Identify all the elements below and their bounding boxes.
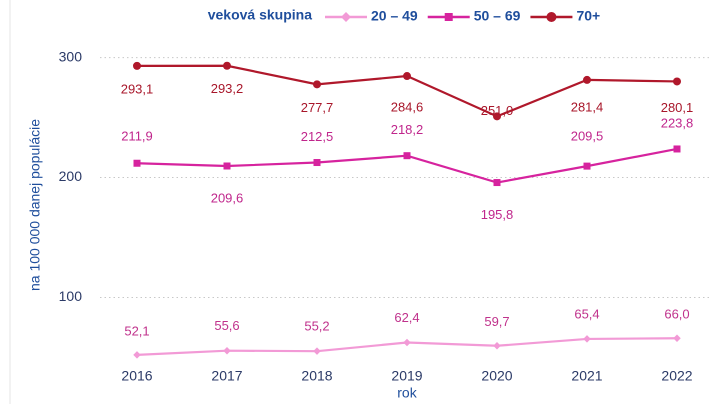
- x-tick-label: 2021: [571, 368, 602, 384]
- x-tick-label: 2020: [481, 368, 512, 384]
- y-axis-label: na 100 000 danej populácie: [27, 119, 43, 291]
- data-point: [493, 179, 501, 187]
- data-point: [673, 334, 681, 342]
- x-tick-label: 2019: [391, 368, 422, 384]
- data-label: 293,2: [211, 81, 244, 96]
- x-tick-label: 2018: [301, 368, 332, 384]
- data-label: 284,6: [391, 99, 424, 114]
- x-tick-label: 2016: [121, 368, 152, 384]
- data-point: [493, 342, 501, 350]
- y-tick-label: 100: [59, 288, 83, 304]
- legend-label: 70+: [576, 8, 600, 24]
- data-label: 52,1: [124, 323, 149, 338]
- y-tick-label: 300: [59, 48, 83, 64]
- legend-marker: [546, 12, 557, 22]
- data-point: [583, 335, 591, 343]
- data-point: [403, 338, 411, 347]
- legend-label: 20 – 49: [371, 8, 418, 24]
- data-label: 209,5: [571, 129, 604, 144]
- data-label: 293,1: [121, 81, 154, 96]
- data-point: [133, 351, 141, 359]
- legend-marker: [444, 13, 453, 21]
- data-label: 59,7: [484, 314, 509, 329]
- x-tick-label: 2022: [661, 368, 692, 384]
- data-point: [223, 346, 231, 355]
- data-point: [313, 80, 321, 89]
- data-label: 55,6: [214, 318, 239, 333]
- data-label: 212,5: [301, 129, 334, 144]
- data-point: [133, 61, 141, 70]
- data-point: [403, 72, 411, 81]
- data-point: [313, 347, 321, 355]
- data-point: [583, 162, 591, 170]
- data-label: 65,4: [574, 306, 599, 321]
- data-point: [313, 159, 321, 167]
- data-point: [493, 112, 501, 121]
- data-label: 281,4: [571, 99, 604, 114]
- data-label: 251,0: [481, 103, 514, 118]
- data-point: [403, 152, 411, 160]
- data-label: 209,6: [211, 190, 244, 205]
- data-label: 66,0: [664, 307, 689, 322]
- x-tick-label: 2017: [211, 368, 242, 384]
- data-point: [673, 77, 681, 86]
- data-point: [583, 75, 591, 84]
- data-label: 62,4: [394, 310, 419, 325]
- data-point: [223, 61, 231, 70]
- data-label: 223,8: [661, 115, 694, 130]
- data-label: 55,2: [304, 319, 329, 334]
- data-label: 211,9: [121, 129, 153, 144]
- data-point: [133, 159, 141, 167]
- data-label: 277,7: [301, 100, 334, 115]
- data-point: [223, 162, 231, 170]
- x-axis-label: rok: [397, 385, 417, 401]
- data-label: 280,1: [661, 100, 694, 115]
- data-label: 195,8: [481, 207, 514, 222]
- legend-label: 50 – 69: [474, 8, 521, 24]
- data-point: [673, 145, 681, 153]
- data-label: 218,2: [391, 122, 424, 137]
- y-tick-label: 200: [59, 168, 83, 184]
- legend-title: veková skupina: [208, 7, 312, 23]
- legend-marker: [341, 12, 351, 22]
